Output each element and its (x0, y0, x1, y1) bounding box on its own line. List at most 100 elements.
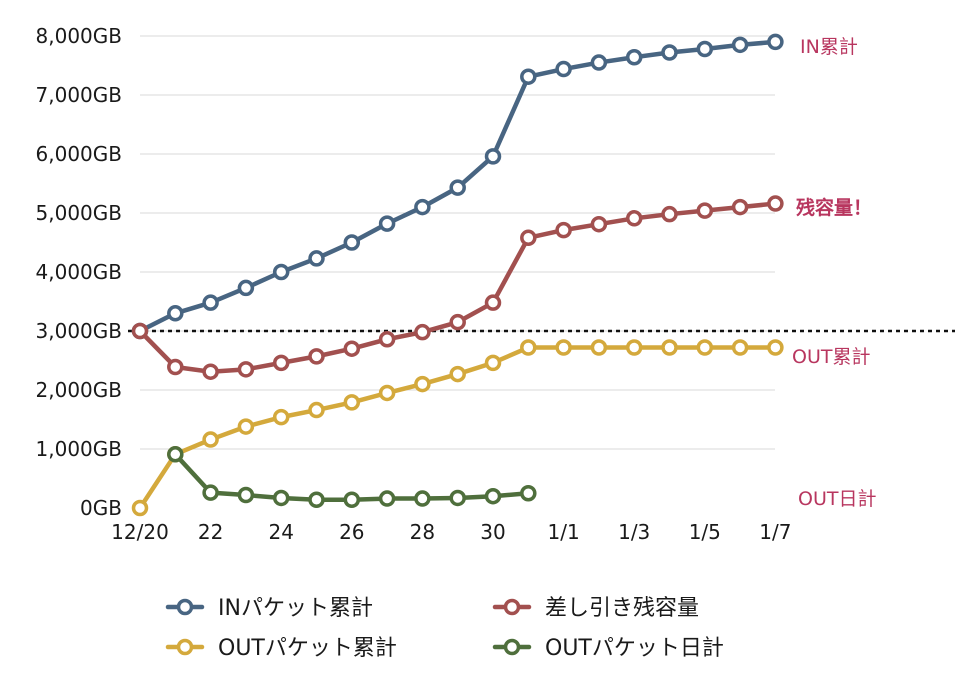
data-point (414, 490, 431, 507)
data-point (167, 358, 184, 376)
series-1 (131, 195, 784, 380)
data-point (414, 375, 431, 393)
y-tick-label: 5,000GB (36, 201, 122, 225)
x-tick-label: 1/3 (618, 520, 650, 544)
x-tick-label: 26 (339, 520, 364, 544)
data-point (202, 484, 219, 501)
data-point (272, 354, 290, 372)
data-point (378, 384, 396, 402)
data-point (590, 339, 608, 356)
data-point (237, 418, 255, 435)
data-point (590, 215, 608, 233)
data-point (343, 234, 361, 251)
data-point (449, 179, 466, 196)
data-point (767, 33, 784, 51)
data-point (555, 60, 572, 78)
y-tick-label: 4,000GB (36, 260, 122, 284)
data-point (625, 339, 643, 356)
series-3 (167, 446, 537, 508)
x-tick-label: 1/7 (759, 520, 791, 544)
data-point (731, 198, 749, 216)
data-point (378, 331, 396, 348)
x-tick-label: 22 (198, 520, 223, 544)
data-point (308, 491, 325, 508)
data-point (661, 205, 678, 223)
data-point (555, 221, 572, 239)
data-point (167, 305, 184, 322)
series-layer (131, 33, 784, 517)
data-point (272, 408, 290, 426)
data-point (237, 486, 255, 504)
data-point (484, 487, 502, 505)
data-point (343, 491, 361, 508)
data-point (625, 210, 643, 227)
data-point (449, 489, 466, 507)
data-point (202, 431, 219, 448)
data-point (131, 322, 149, 340)
legend-swatch-marker (503, 638, 521, 656)
x-axis-ticks: 12/20 22 24 26 28 30 1/1 1/3 1/5 1/7 (111, 520, 791, 544)
data-point (237, 279, 255, 297)
data-point (449, 313, 466, 331)
legend-label: INパケット累計 (218, 596, 373, 621)
x-tick-label: 30 (480, 520, 505, 544)
data-point (484, 294, 502, 311)
y-tick-label: 1,000GB (36, 437, 122, 461)
data-point (661, 44, 678, 61)
data-point (343, 340, 361, 357)
data-point (767, 195, 784, 212)
data-point (378, 215, 396, 232)
series-2 (131, 339, 784, 517)
x-tick-label: 28 (410, 520, 435, 544)
legend-label: OUTパケット累計 (218, 636, 397, 661)
data-point (767, 339, 784, 356)
y-tick-label: 0GB (80, 496, 122, 520)
y-axis-ticks: 0GB 1,000GB 2,000GB 3,000GB 4,000GB 5,000GB 6,… (36, 24, 122, 520)
data-point (520, 485, 537, 502)
legend-label: OUTパケット日計 (545, 636, 724, 661)
annotation-label: OUT累計 (792, 346, 870, 368)
series-0 (131, 33, 784, 340)
data-point (378, 490, 396, 507)
data-point (484, 354, 502, 372)
data-point (449, 365, 466, 383)
data-point (731, 36, 749, 54)
y-tick-label: 7,000GB (36, 83, 122, 107)
x-tick-label: 24 (268, 520, 293, 544)
data-point (343, 394, 361, 411)
data-point (202, 294, 219, 311)
data-point (520, 229, 537, 247)
data-point (696, 202, 714, 219)
legend-label: 差し引き残容量 (545, 596, 699, 621)
data-point (484, 148, 502, 165)
data-point (661, 339, 678, 356)
x-tick-label: 12/20 (111, 520, 169, 544)
data-point (555, 339, 572, 356)
legend-item: OUTパケット累計 (165, 636, 397, 661)
data-point (272, 263, 290, 281)
annotation-label: OUT日計 (798, 488, 876, 510)
data-point (308, 348, 325, 365)
annotation-label: 残容量！ (796, 196, 872, 219)
annotation-label: IN累計 (800, 36, 858, 58)
data-point (590, 54, 608, 71)
data-point (202, 363, 219, 380)
data-point (520, 339, 537, 356)
data-point (131, 499, 149, 517)
y-tick-label: 2,000GB (36, 378, 122, 402)
data-point (308, 250, 325, 267)
data-point (414, 198, 431, 216)
legend-item: 差し引き残容量 (492, 596, 699, 621)
data-point (414, 323, 431, 341)
legend-swatch-marker (176, 638, 194, 656)
legend-item: INパケット累計 (165, 596, 373, 621)
data-point (696, 339, 714, 356)
data-point (731, 339, 749, 356)
legend-swatch-marker (503, 598, 521, 616)
data-point (272, 489, 290, 507)
data-point (167, 446, 184, 463)
data-point (625, 48, 643, 66)
data-point (520, 68, 537, 85)
x-tick-label: 1/1 (548, 520, 580, 544)
